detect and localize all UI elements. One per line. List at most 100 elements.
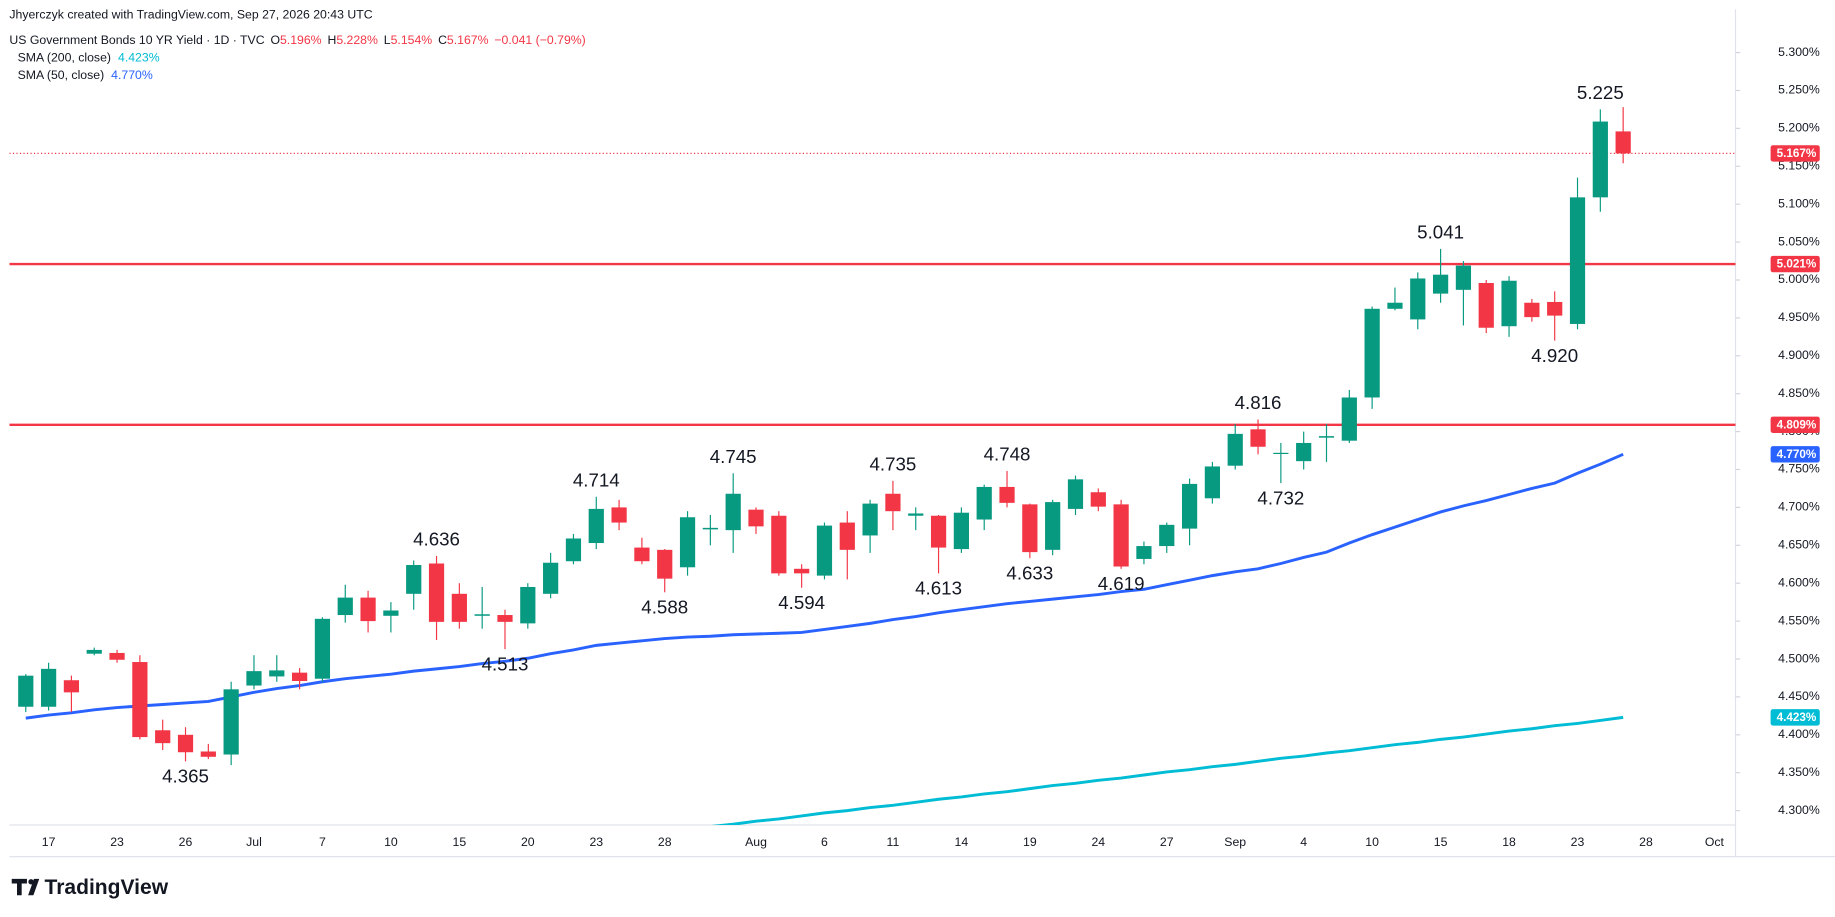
legend-value: 4.770% [111,68,153,82]
candle-body [976,486,992,520]
axis-badge-label: 5.167% [1777,147,1817,160]
candle-body [885,493,901,512]
candle-body [1067,479,1084,509]
candle-body [862,503,878,536]
price-annotation: 4.594 [778,592,825,613]
candle-body [246,671,262,686]
price-annotation: 4.714 [573,470,620,491]
axis-badge [1770,709,1820,726]
price-annotation: 4.816 [1235,392,1282,413]
candle-body [1113,504,1129,567]
legend-value: 4.423% [118,51,160,65]
y-tick-label: 4.850% [1778,386,1820,400]
candle-body [406,565,422,594]
candle-body [1524,302,1540,318]
x-tick-label: 4 [1300,835,1307,849]
candle-body [1569,197,1586,324]
axis-badge-label: 4.809% [1777,418,1817,431]
candle-body [451,593,467,622]
candle-body [611,507,627,523]
candle-body [930,515,947,548]
axis-badge-label: 4.423% [1777,711,1817,724]
x-tick-label: 14 [955,835,969,849]
candle-body [428,563,445,622]
plot-area [9,107,1736,826]
x-tick-label: 23 [589,835,603,849]
candle-body [543,562,559,594]
candle-body [63,680,80,693]
x-tick-label: Jul [246,835,262,849]
candle-body [86,649,102,654]
price-annotation: 4.745 [710,446,757,467]
candle-body [109,652,125,660]
y-tick-label: 4.350% [1778,765,1820,779]
x-tick-label: 10 [1365,835,1379,849]
price-annotation: 4.633 [1006,563,1053,584]
y-tick-label: 4.550% [1778,613,1820,627]
x-tick-label: 20 [521,835,535,849]
candle-body [520,586,536,624]
price-annotation: 4.588 [641,597,688,618]
candle-body [337,597,353,616]
candle-body [314,618,331,679]
candle-body [1478,283,1494,328]
y-tick-label: 4.300% [1778,803,1820,817]
legend-name: SMA (200, close) [18,51,111,65]
candle-body [292,672,308,681]
candle-body [1364,308,1380,398]
candle-body [177,734,194,753]
candle-body [794,568,810,574]
y-tick-label: 5.300% [1778,45,1820,59]
candle-body [634,547,650,562]
candle-body [999,486,1015,503]
price-annotation: 5.041 [1417,222,1464,243]
x-tick-label: Sep [1224,835,1246,849]
candle-body [679,517,696,568]
candle-body [771,515,787,574]
x-tick-label: 23 [1571,835,1585,849]
price-annotation: 4.513 [482,653,529,674]
x-tick-label: Aug [745,835,767,849]
ohlc-label: H [327,33,336,47]
candle-body [155,730,171,744]
credit: Jhyerczyk created with TradingView.com, … [9,7,372,21]
ohlc-label: C [438,33,447,47]
candle-body [657,549,673,579]
x-tick-label: 15 [1434,835,1448,849]
candle-body [1501,280,1517,327]
candle-body [1410,278,1426,320]
x-tick-label: 23 [110,835,124,849]
logo-icon [11,878,40,896]
x-tick-label: 24 [1091,835,1105,849]
ohlc-label: L [384,33,391,47]
axis-badge [1770,255,1820,273]
y-tick-label: 5.000% [1778,272,1820,286]
candle-body [474,614,490,616]
axis-badge [1770,416,1820,433]
y-tick-label: 4.500% [1778,651,1820,665]
candle-body [816,525,833,576]
price-annotation: 4.619 [1098,573,1145,594]
candle-body [200,751,216,757]
candle-body [269,670,285,677]
x-tick-label: 6 [821,835,828,849]
x-tick-label: 11 [887,835,900,849]
candle-body [1547,301,1563,316]
x-tick-label: 19 [1023,835,1037,849]
y-tick-label: 5.100% [1778,196,1820,210]
y-tick-label: 4.900% [1778,348,1820,362]
candle-body [1318,436,1335,438]
axis-badge-label: 5.021% [1777,258,1817,271]
x-tick-label: 17 [42,835,56,849]
candle-body [702,527,718,530]
y-tick-label: 5.250% [1778,83,1820,97]
legend-name: SMA (50, close) [18,68,105,82]
candle-body [360,597,376,622]
candle-body [908,513,924,516]
candle-body [1136,546,1152,559]
axis-badge-label: 4.770% [1777,448,1817,461]
y-tick-label: 4.400% [1778,727,1820,741]
